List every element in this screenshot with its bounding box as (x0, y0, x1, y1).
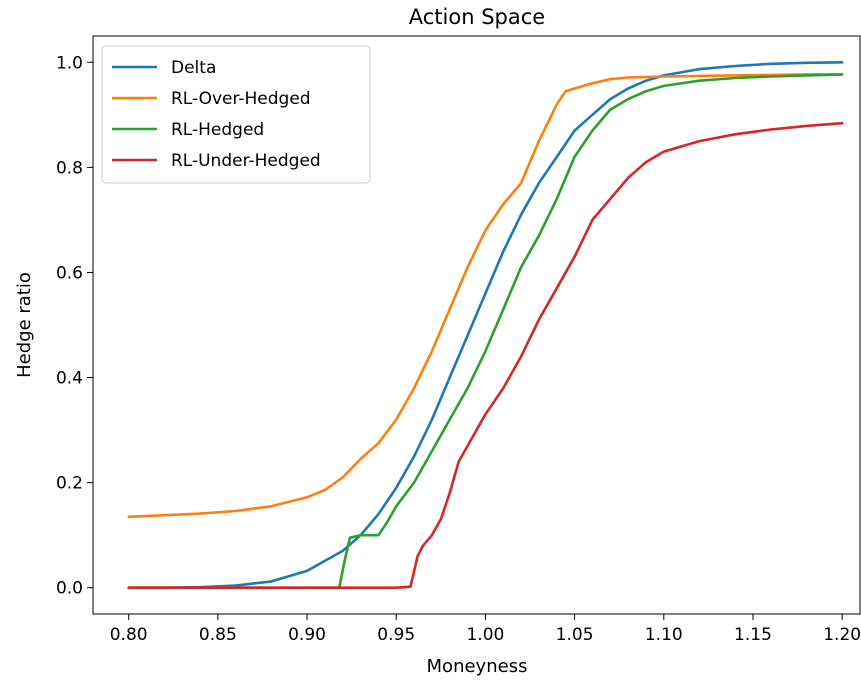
series-line-delta (127, 60, 844, 590)
y-tick-label: 0.4 (56, 369, 83, 389)
y-axis: 0.0 0.2 0.4 0.6 0.8 1.0 (56, 53, 93, 599)
x-tick-label: 0.95 (377, 625, 415, 645)
series-line-rl-over-hedged (127, 73, 844, 519)
legend-entry-label: RL-Over-Hedged (171, 89, 311, 109)
y-tick-label: 1.0 (56, 53, 83, 73)
x-tick-label: 1.20 (823, 625, 861, 645)
x-tick-label: 1.05 (556, 625, 594, 645)
chart-title: Action Space (409, 5, 545, 29)
series-line-rl-hedged (127, 73, 844, 590)
x-tick-label: 1.10 (645, 625, 683, 645)
legend-entry-label: RL-Hedged (171, 120, 264, 140)
legend-box (101, 45, 371, 184)
y-axis-label: Hedge ratio (14, 272, 35, 378)
y-tick-label: 0.2 (56, 474, 83, 494)
x-tick-label: 1.15 (734, 625, 772, 645)
x-tick-label: 0.90 (288, 625, 326, 645)
x-axis-label: Moneyness (427, 656, 528, 677)
x-tick-label: 0.80 (110, 625, 148, 645)
x-tick-label: 1.00 (466, 625, 504, 645)
y-tick-label: 0.0 (56, 579, 83, 599)
series-line-rl-under-hedged (127, 121, 844, 590)
y-tick-label: 0.6 (56, 263, 83, 283)
plot-frame (92, 35, 861, 615)
x-axis: 0.80 0.85 0.90 0.95 1.00 1.05 1.10 1.15 1.20 (110, 614, 861, 645)
plot-area (127, 60, 844, 590)
x-tick-label: 0.85 (199, 625, 237, 645)
legend: Delta RL-Over-Hedged RL-Hedged RL-Under-Hed… (101, 45, 371, 184)
legend-entry-label: RL-Under-Hedged (171, 151, 321, 171)
legend-entry-label: Delta (171, 58, 216, 78)
y-tick-label: 0.8 (56, 158, 83, 178)
